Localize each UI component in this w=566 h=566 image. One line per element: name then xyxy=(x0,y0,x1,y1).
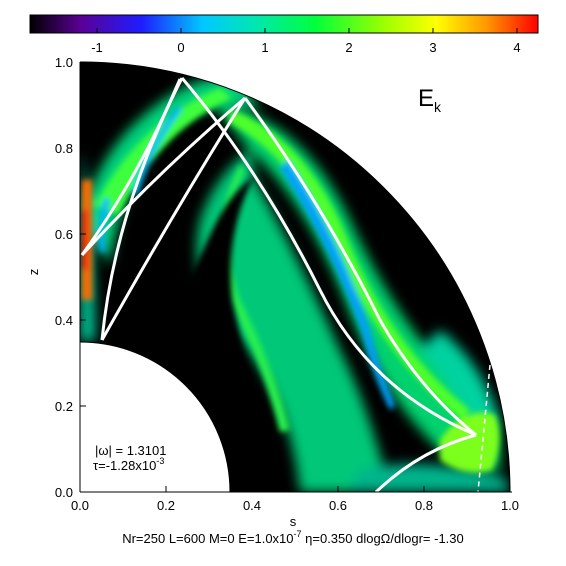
colorbar-tick-label: 1 xyxy=(261,40,268,55)
colorbar-tick-labels: -1 0 1 2 3 4 xyxy=(91,40,520,55)
colorbar-ticks xyxy=(96,28,518,33)
y-tick-label: 0.4 xyxy=(55,313,73,328)
characteristic-curve xyxy=(243,97,477,437)
parameters-caption-exponent: -7 xyxy=(294,529,302,539)
colorbar-tick-label: 0 xyxy=(177,40,184,55)
characteristic-curve xyxy=(80,96,246,257)
tau-annotation-exponent: -3 xyxy=(156,456,164,466)
chart-title-subscript: k xyxy=(434,99,442,115)
outer-boundary xyxy=(79,61,511,493)
x-tick-label: 0.4 xyxy=(243,498,261,513)
y-tick-labels: 0.0 0.2 0.4 0.6 0.8 1.0 xyxy=(55,55,73,500)
parameters-caption-part2: η=0.350 dlogΩ/dlogr= -1.30 xyxy=(302,531,464,546)
parameters-caption: Nr=250 L=600 M=0 E=1.0x10-7 η=0.350 dlog… xyxy=(122,529,464,546)
y-tick-label: 0.6 xyxy=(55,227,73,242)
chart-title: Ek xyxy=(418,85,442,115)
axes xyxy=(79,61,512,493)
colorbar-tick-label: -1 xyxy=(91,40,103,55)
parameters-caption-part1: Nr=250 L=600 M=0 E=1.0x10 xyxy=(122,531,293,546)
characteristic-curve xyxy=(374,433,477,494)
colorbar-tick-label: 2 xyxy=(345,40,352,55)
x-tick-label: 0.6 xyxy=(329,498,347,513)
omega-annotation: |ω| = 1.3101 xyxy=(95,443,166,458)
inner-boundary xyxy=(79,341,231,493)
characteristic-curve xyxy=(180,77,477,437)
characteristic-curve xyxy=(100,97,247,341)
y-tick-label: 0.8 xyxy=(55,141,73,156)
x-tick-label: 0.8 xyxy=(415,498,433,513)
tau-annotation: τ=-1.28x10-3 xyxy=(93,456,164,473)
y-tick-label: 1.0 xyxy=(55,55,73,70)
x-tick-label: 0.0 xyxy=(71,498,89,513)
critical-latitude-dashed xyxy=(477,364,491,493)
chart-title-main: E xyxy=(418,85,434,112)
tau-annotation-value: τ=-1.28x10 xyxy=(93,458,156,473)
y-axis-label: z xyxy=(26,269,41,276)
x-axis-label: s xyxy=(290,514,297,529)
x-tick-labels: 0.0 0.2 0.4 0.6 0.8 1.0 xyxy=(71,498,519,513)
y-tick-label: 0.2 xyxy=(55,399,73,414)
characteristics xyxy=(80,77,477,494)
x-tick-label: 1.0 xyxy=(501,498,519,513)
colorbar-tick-label: 4 xyxy=(513,40,520,55)
characteristic-curve xyxy=(80,78,182,256)
y-tick-label: 0.0 xyxy=(55,485,73,500)
colorbar xyxy=(29,14,539,34)
x-tick-label: 0.2 xyxy=(157,498,175,513)
heatmap-field xyxy=(80,62,510,492)
colorbar-tick-label: 3 xyxy=(429,40,436,55)
